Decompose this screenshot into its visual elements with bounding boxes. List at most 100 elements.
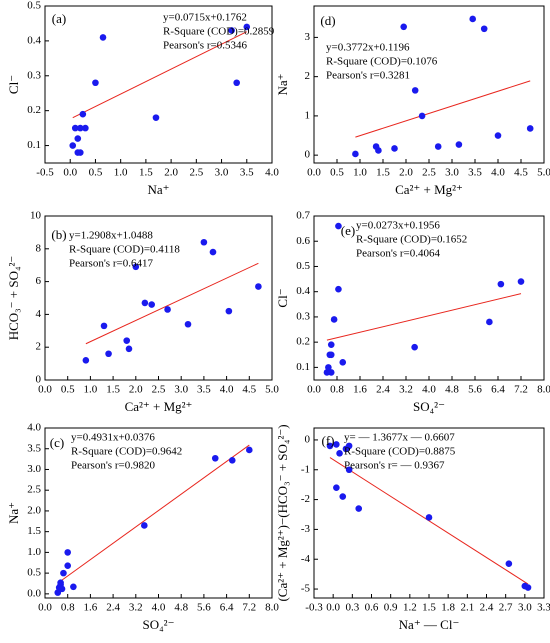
trend-line (72, 31, 247, 119)
x-tick-label: 8.0 (265, 602, 279, 614)
x-tick-label: 0.8 (61, 602, 75, 614)
y-tick-label: 0.5 (296, 260, 310, 272)
y-tick-label: -5 (301, 583, 311, 595)
y-tick-label: -3 (301, 523, 311, 535)
annotation: R-Square (COD)=0.1652 (356, 234, 467, 246)
data-point (132, 263, 140, 271)
y-axis-label: Na⁺ (275, 73, 290, 95)
data-point (326, 442, 334, 450)
plot-frame (313, 5, 545, 164)
annotation: y=0.0273x+0.1956 (356, 220, 440, 232)
y-tick-label: 0.3 (296, 310, 310, 322)
data-point (411, 87, 419, 94)
data-point (327, 369, 335, 376)
y-tick-label: 2.5 (27, 484, 41, 496)
x-tick-label: 1.5 (376, 167, 390, 179)
annotation: Pearson's r=0.5346 (163, 40, 247, 52)
data-point (77, 149, 84, 156)
y-tick-label: 0.6 (296, 235, 310, 247)
y-tick-label: 1.0 (27, 546, 41, 558)
panel-label: (a) (52, 11, 66, 26)
x-tick-label: 7.2 (514, 384, 528, 396)
y-axis-label: HCO₃⁻ + SO₄²⁻ (6, 256, 21, 341)
x-tick-label: 0.0 (38, 602, 52, 614)
annotation: y=0.0715x+0.1762 (163, 12, 247, 24)
data-point (469, 15, 477, 23)
x-tick-label: 4.8 (174, 602, 188, 614)
x-tick-label: 2.5 (189, 167, 203, 179)
x-tick-label: 1.6 (353, 384, 367, 396)
x-axis-label: Na⁺ — Cl⁻ (399, 617, 460, 632)
x-tick-label: 2.5 (422, 167, 436, 179)
x-tick-label: 3.5 (197, 384, 211, 396)
data-point (64, 549, 71, 556)
x-tick-label: 4.8 (445, 384, 459, 396)
y-axis-label: Cl⁻ (275, 288, 290, 307)
data-point (228, 457, 236, 464)
y-axis-label: Cl⁻ (6, 75, 21, 94)
trend-line (85, 262, 259, 345)
data-point (325, 364, 332, 371)
y-tick-label: 0.1 (27, 139, 41, 151)
y-tick-label: 4.0 (27, 422, 41, 434)
x-tick-label: 3.3 (537, 602, 550, 614)
x-tick-label: 6.4 (220, 602, 234, 614)
x-axis-label: Ca²⁺ + Mg²⁺ (125, 399, 193, 414)
trend-line (355, 80, 531, 138)
trend-line (329, 457, 529, 585)
data-point (152, 114, 160, 121)
data-point (243, 23, 251, 31)
x-tick-label: 1.5 (139, 167, 153, 179)
annotation: R-Square (COD)=0.1076 (326, 56, 438, 68)
data-point (339, 493, 347, 500)
data-point (54, 589, 62, 596)
data-point (225, 307, 233, 315)
data-point (164, 306, 171, 313)
x-tick-label: 0.9 (384, 602, 398, 614)
data-point (333, 441, 340, 448)
annotation: Pearson's r=0.6417 (69, 258, 153, 270)
x-tick-label: 1.2 (403, 602, 417, 614)
data-point (77, 124, 84, 132)
data-point (327, 351, 335, 359)
data-point (82, 124, 89, 132)
data-point (141, 299, 149, 307)
data-point (455, 141, 463, 148)
panel-label: (b) (51, 227, 66, 242)
annotation: Pearson's r=0.9820 (71, 460, 155, 472)
data-point (517, 278, 525, 285)
annotation: y= — 1.3677x — 0.6607 (344, 432, 455, 444)
x-tick-label: 5.0 (265, 384, 279, 396)
x-tick-label: 4.5 (514, 167, 528, 179)
data-point (352, 150, 359, 158)
trend-line (57, 444, 250, 584)
x-tick-label: 0.0 (307, 167, 321, 179)
x-tick-label: 1.5 (106, 384, 120, 396)
data-point (524, 584, 532, 591)
y-tick-label: 0 (305, 149, 311, 161)
data-point (209, 248, 217, 256)
y-tick-label: 4 (36, 308, 42, 320)
data-point (339, 359, 347, 366)
data-point (211, 454, 219, 462)
x-tick-label: 0.5 (89, 167, 103, 179)
x-tick-label: 4.0 (220, 384, 234, 396)
y-tick-label: 0.3 (27, 69, 41, 81)
y-tick-label: 0.2 (296, 336, 310, 348)
y-axis-label: (Ca²⁺ + Mg²⁺)−(HCO₃⁻ + SO₄²⁻) (275, 424, 290, 601)
data-point (200, 238, 208, 246)
data-point (486, 318, 493, 326)
data-point (246, 446, 253, 454)
data-point (100, 322, 108, 330)
y-tick-label: 0 (36, 374, 42, 386)
y-tick-label: 0 (305, 433, 311, 445)
data-point (330, 316, 338, 323)
x-tick-label: 3.5 (468, 167, 482, 179)
data-point (434, 143, 442, 150)
data-point (57, 579, 64, 586)
data-point (228, 27, 235, 34)
x-tick-label: 3.0 (174, 384, 188, 396)
y-tick-label: 1.5 (27, 525, 41, 537)
x-tick-label: 3.2 (399, 384, 413, 396)
